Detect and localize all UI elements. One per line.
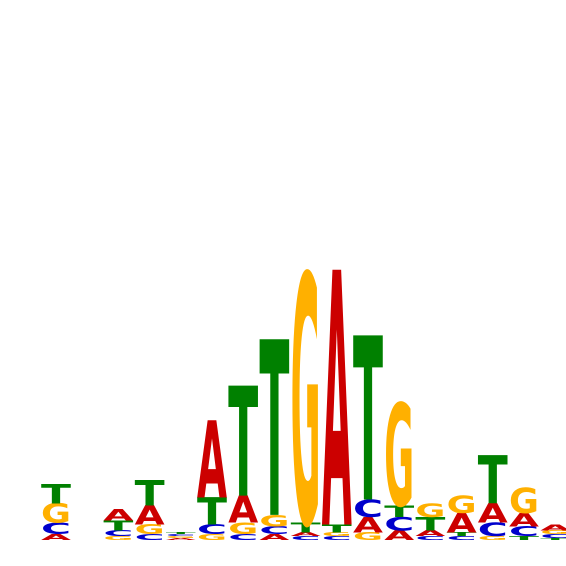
- logo-letter-a: A: [291, 531, 322, 537]
- logo-letter-a: A: [322, 200, 352, 566]
- logo-letter-c: C: [322, 535, 352, 541]
- logo-letter-g: G: [135, 522, 165, 537]
- logo-letter-t: T: [322, 522, 352, 535]
- logo-letter-t: T: [135, 474, 165, 514]
- logo-letter-g: G: [415, 500, 445, 522]
- logo-letter-g: G: [384, 377, 414, 540]
- logo-letter-g: G: [353, 531, 383, 543]
- logo-letter-a: A: [509, 510, 540, 531]
- logo-letter-a: A: [41, 533, 71, 542]
- logo-letter-t: T: [415, 513, 445, 534]
- logo-letter-t: T: [353, 293, 383, 554]
- logo-letter-c: C: [353, 495, 383, 523]
- logo-letter-t: T: [509, 535, 540, 541]
- logo-letter-a: A: [384, 528, 415, 544]
- logo-letter-a: A: [103, 506, 133, 524]
- logo-letter-a: A: [478, 498, 508, 529]
- logo-letter-c: C: [291, 535, 321, 541]
- logo-letter-a: A: [540, 523, 566, 532]
- logo-letter-c: C: [384, 514, 414, 535]
- logo-letter-t: T: [447, 531, 478, 537]
- logo-letter-a: A: [415, 529, 445, 538]
- logo-letter-a: A: [166, 538, 197, 541]
- logo-letter-c: C: [540, 533, 566, 539]
- logo-letter-c: C: [259, 525, 289, 537]
- logo-letter-t: T: [291, 520, 321, 535]
- logo-letter-g: G: [197, 533, 227, 542]
- logo-letter-t: T: [103, 518, 133, 533]
- logo-letter-a: A: [353, 513, 384, 537]
- logo-letter-c: C: [197, 522, 227, 537]
- logo-letter-t: T: [478, 443, 509, 520]
- logo-letter-a: A: [197, 399, 227, 523]
- logo-column-17: TCGA: [540, 523, 566, 541]
- logo-letter-c: C: [447, 535, 477, 541]
- logo-letter-a: A: [228, 488, 259, 531]
- logo-letter-c: C: [135, 533, 165, 542]
- logo-letter-g: G: [447, 491, 477, 519]
- logo-letter-g: G: [540, 530, 566, 536]
- logo-letter-c: C: [509, 524, 539, 539]
- logo-letter-g: G: [291, 208, 321, 566]
- logo-letter-g: G: [478, 535, 508, 541]
- logo-letter-t: T: [384, 502, 415, 521]
- logo-letter-g: G: [228, 520, 258, 539]
- logo-letter-c: C: [228, 533, 258, 542]
- logo-letter-a: A: [259, 533, 289, 542]
- logo-letter-t: T: [259, 291, 289, 566]
- logo-letter-g: G: [509, 482, 539, 522]
- logo-letter-t: T: [540, 538, 566, 541]
- logo-letter-c: C: [41, 520, 71, 538]
- logo-letter-t: T: [166, 532, 197, 535]
- logo-letter-g: G: [103, 535, 133, 541]
- logo-letter-g: G: [259, 512, 289, 531]
- logo-letter-c: C: [415, 535, 445, 541]
- logo-letter-t: T: [197, 490, 227, 534]
- logo-letter-c: C: [166, 534, 196, 537]
- logo-letter-a: A: [447, 508, 477, 539]
- logo-letter-g: G: [322, 531, 352, 537]
- logo-letter-a: A: [135, 500, 165, 531]
- logo-letter-g: G: [41, 498, 71, 530]
- logo-letter-t: T: [228, 357, 258, 532]
- logo-letter-c: C: [478, 520, 508, 541]
- logo-letter-t: T: [41, 479, 71, 510]
- logo-letter-g: G: [166, 536, 196, 539]
- logo-letter-c: C: [103, 529, 133, 538]
